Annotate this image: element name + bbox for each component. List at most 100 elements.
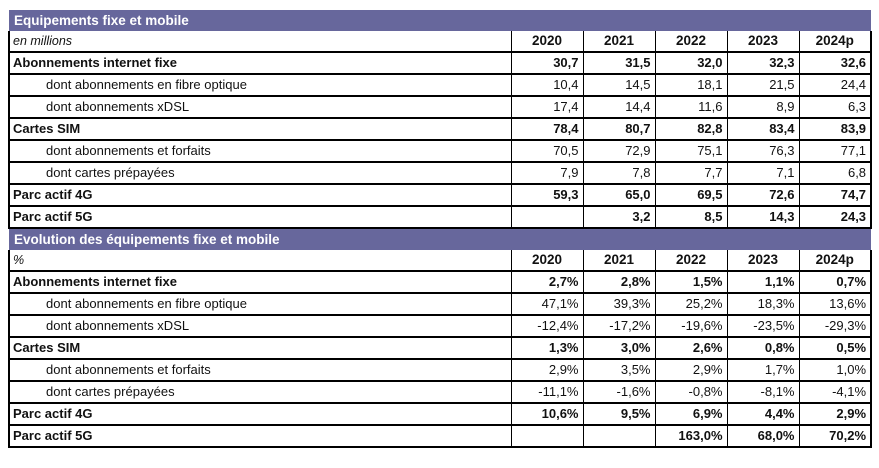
year-header-2024p: 2024p xyxy=(798,31,873,53)
row-label: Parc actif 5G xyxy=(8,205,512,229)
value-cell: -23,5% xyxy=(726,314,800,338)
value-cell: 4,4% xyxy=(726,402,800,426)
year-header-2020: 2020 xyxy=(510,31,584,53)
value-cell: 11,6 xyxy=(654,95,728,119)
value-cell: 21,5 xyxy=(726,73,800,97)
value-cell: -4,1% xyxy=(798,380,873,404)
row-label: Parc actif 5G xyxy=(8,424,512,448)
table-row: dont cartes prépayées 7,9 7,8 7,7 7,1 6,8 xyxy=(8,161,873,185)
value-cell: 7,7 xyxy=(654,161,728,185)
value-cell xyxy=(510,424,584,448)
value-cell: 77,1 xyxy=(798,139,873,163)
table-row: Parc actif 5G 163,0% 68,0% 70,2% xyxy=(8,424,873,448)
value-cell: 8,9 xyxy=(726,95,800,119)
value-cell: -12,4% xyxy=(510,314,584,338)
value-cell: 6,8 xyxy=(798,161,873,185)
value-cell: 2,7% xyxy=(510,270,584,294)
value-cell: 7,1 xyxy=(726,161,800,185)
row-label: Cartes SIM xyxy=(8,117,512,141)
table-row: dont abonnements xDSL 17,4 14,4 11,6 8,9 6,3 xyxy=(8,95,873,119)
section-title: Equipements fixe et mobile xyxy=(9,10,872,31)
row-label: dont cartes prépayées xyxy=(8,380,512,404)
table-row: Cartes SIM 78,4 80,7 82,8 83,4 83,9 xyxy=(8,117,873,141)
report-page: Equipements fixe et mobile en millions 202… xyxy=(8,10,873,448)
value-cell: 2,9% xyxy=(510,358,584,382)
row-label: dont abonnements en fibre optique xyxy=(8,73,512,97)
value-cell: 1,1% xyxy=(726,270,800,294)
value-cell xyxy=(582,424,656,448)
year-header-row: % 2020 2021 2022 2023 2024p xyxy=(8,250,873,272)
value-cell: -0,8% xyxy=(654,380,728,404)
value-cell: 30,7 xyxy=(510,51,584,75)
equipment-table: Equipements fixe et mobile en millions 202… xyxy=(8,10,873,448)
unit-label: % xyxy=(8,250,512,272)
value-cell: 31,5 xyxy=(582,51,656,75)
value-cell: -8,1% xyxy=(726,380,800,404)
value-cell: 2,9% xyxy=(798,402,873,426)
year-header-row: en millions 2020 2021 2022 2023 2024p xyxy=(8,31,873,53)
row-label: dont abonnements xDSL xyxy=(8,314,512,338)
table-row: Parc actif 4G 59,3 65,0 69,5 72,6 74,7 xyxy=(8,183,873,207)
table-row: Cartes SIM 1,3% 3,0% 2,6% 0,8% 0,5% xyxy=(8,336,873,360)
value-cell: 14,5 xyxy=(582,73,656,97)
value-cell: -19,6% xyxy=(654,314,728,338)
value-cell: 83,9 xyxy=(798,117,873,141)
row-label: Cartes SIM xyxy=(8,336,512,360)
value-cell: 8,5 xyxy=(654,205,728,229)
row-label: dont abonnements et forfaits xyxy=(8,358,512,382)
value-cell: 69,5 xyxy=(654,183,728,207)
value-cell: 32,3 xyxy=(726,51,800,75)
table-body: Equipements fixe et mobile en millions 202… xyxy=(8,10,873,448)
value-cell: 10,4 xyxy=(510,73,584,97)
table-row: Abonnements internet fixe 2,7% 2,8% 1,5% 1,1… xyxy=(8,270,873,294)
row-label: dont abonnements xDSL xyxy=(8,95,512,119)
row-label: dont abonnements en fibre optique xyxy=(8,292,512,316)
value-cell: 14,4 xyxy=(582,95,656,119)
value-cell: 0,8% xyxy=(726,336,800,360)
value-cell: 1,7% xyxy=(726,358,800,382)
value-cell: 7,9 xyxy=(510,161,584,185)
value-cell: -17,2% xyxy=(582,314,656,338)
value-cell xyxy=(510,205,584,229)
value-cell: 14,3 xyxy=(726,205,800,229)
section-header-row: Equipements fixe et mobile xyxy=(9,10,872,31)
value-cell: 39,3% xyxy=(582,292,656,316)
row-label: Abonnements internet fixe xyxy=(8,270,512,294)
table-row: dont abonnements et forfaits 2,9% 3,5% 2,9%… xyxy=(8,358,873,382)
value-cell: 24,4 xyxy=(798,73,873,97)
value-cell: 24,3 xyxy=(798,205,873,229)
value-cell: 70,2% xyxy=(798,424,873,448)
value-cell: 74,7 xyxy=(798,183,873,207)
year-header-2024p: 2024p xyxy=(798,250,873,272)
table-row: dont abonnements en fibre optique 47,1% 39… xyxy=(8,292,873,316)
row-label: Abonnements internet fixe xyxy=(8,51,512,75)
value-cell: 0,7% xyxy=(798,270,873,294)
value-cell: 65,0 xyxy=(582,183,656,207)
value-cell: -29,3% xyxy=(798,314,873,338)
value-cell: 2,8% xyxy=(582,270,656,294)
value-cell: 0,5% xyxy=(798,336,873,360)
value-cell: -1,6% xyxy=(582,380,656,404)
row-label: Parc actif 4G xyxy=(8,183,512,207)
value-cell: 3,2 xyxy=(582,205,656,229)
year-header-2022: 2022 xyxy=(654,250,728,272)
year-header-2021: 2021 xyxy=(582,250,656,272)
table-row: dont abonnements et forfaits 70,5 72,9 75,1… xyxy=(8,139,873,163)
value-cell: 25,2% xyxy=(654,292,728,316)
value-cell: 32,0 xyxy=(654,51,728,75)
value-cell: 3,0% xyxy=(582,336,656,360)
value-cell: -11,1% xyxy=(510,380,584,404)
value-cell: 2,9% xyxy=(654,358,728,382)
value-cell: 32,6 xyxy=(798,51,873,75)
value-cell: 9,5% xyxy=(582,402,656,426)
section-title: Evolution des équipements fixe et mobile xyxy=(9,227,872,250)
value-cell: 59,3 xyxy=(510,183,584,207)
value-cell: 72,9 xyxy=(582,139,656,163)
value-cell: 10,6% xyxy=(510,402,584,426)
year-header-2023: 2023 xyxy=(726,250,800,272)
table-row: dont abonnements xDSL -12,4% -17,2% -19,6% -… xyxy=(8,314,873,338)
value-cell: 76,3 xyxy=(726,139,800,163)
value-cell: 68,0% xyxy=(726,424,800,448)
row-label: dont abonnements et forfaits xyxy=(8,139,512,163)
